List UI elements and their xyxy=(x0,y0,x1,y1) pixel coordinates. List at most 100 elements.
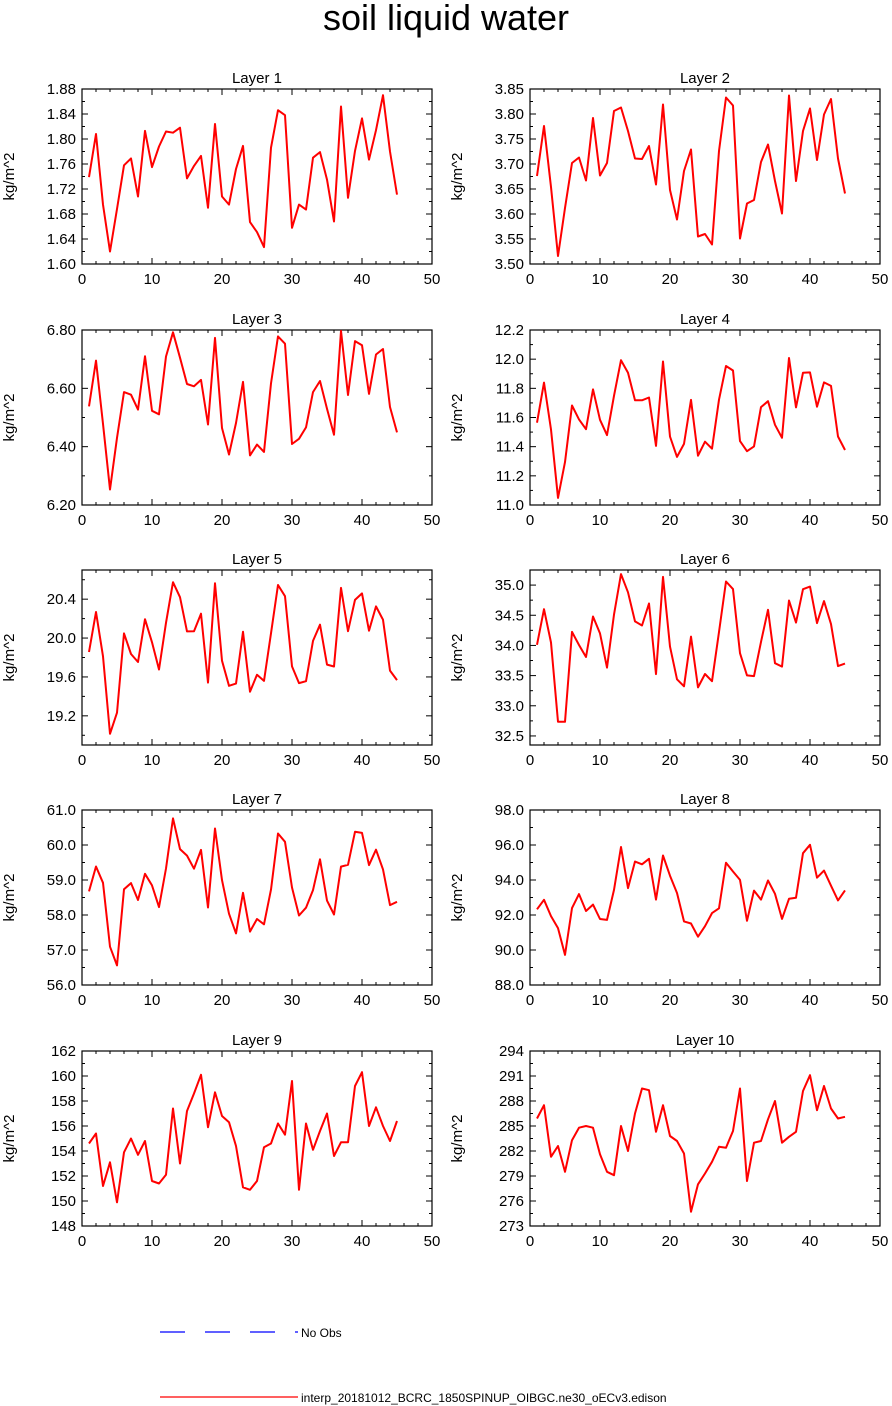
panel-title: Layer 5 xyxy=(232,551,282,568)
panel-title: Layer 3 xyxy=(232,311,282,328)
y-tick-label: 160 xyxy=(51,1068,76,1085)
x-tick-label: 50 xyxy=(424,512,441,529)
x-tick-label: 20 xyxy=(662,1233,679,1250)
y-tick-label: 19.2 xyxy=(47,708,76,725)
x-tick-label: 30 xyxy=(284,752,301,769)
x-tick-label: 20 xyxy=(214,1233,231,1250)
x-tick-label: 0 xyxy=(78,271,86,288)
y-tick-label: 3.55 xyxy=(495,231,524,248)
x-tick-label: 0 xyxy=(526,752,534,769)
x-tick-label: 30 xyxy=(732,271,749,288)
x-tick-label: 50 xyxy=(872,752,889,769)
y-tick-label: 11.0 xyxy=(496,497,524,514)
x-tick-label: 30 xyxy=(284,992,301,1009)
y-tick-label: 294 xyxy=(499,1043,524,1060)
x-tick-label: 30 xyxy=(284,512,301,529)
y-tick-label: 1.60 xyxy=(47,256,76,273)
x-tick-label: 20 xyxy=(214,752,231,769)
x-tick-label: 10 xyxy=(592,752,609,769)
y-axis-label: kg/m^2 xyxy=(1,394,18,442)
y-tick-label: 288 xyxy=(499,1093,524,1110)
y-tick-label: 276 xyxy=(499,1193,524,1210)
panel-layer-2: Layer 2 kg/m^2 0 10 20 30 40 50 3.50 3.55 3.60 3.65… xyxy=(449,70,888,288)
x-tick-label: 20 xyxy=(662,992,679,1009)
panel-frame xyxy=(529,88,881,265)
y-tick-label: 3.70 xyxy=(495,156,524,173)
x-tick-label: 10 xyxy=(592,271,609,288)
y-tick-label: 6.60 xyxy=(47,380,76,397)
x-tick-label: 20 xyxy=(662,752,679,769)
y-tick-label: 88.0 xyxy=(495,977,524,994)
y-tick-label: 282 xyxy=(499,1143,524,1160)
x-tick-label: 20 xyxy=(662,512,679,529)
x-tick-label: 50 xyxy=(424,1233,441,1250)
x-tick-label: 50 xyxy=(872,271,889,288)
data-line xyxy=(88,329,398,491)
data-line xyxy=(536,1074,846,1213)
x-tick-label: 0 xyxy=(78,992,86,1009)
panel-frame xyxy=(81,1050,433,1227)
y-tick-label: 1.64 xyxy=(47,231,76,248)
x-tick-label: 10 xyxy=(592,1233,609,1250)
panel-layer-7: Layer 7 kg/m^2 0 10 20 30 40 50 56.0 57.0 58.0 59.0… xyxy=(1,791,440,1009)
y-tick-label: 58.0 xyxy=(47,907,76,924)
y-tick-label: 1.72 xyxy=(47,181,76,198)
y-axis-label: kg/m^2 xyxy=(1,634,18,682)
panel-frame xyxy=(529,1050,881,1227)
x-tick-label: 10 xyxy=(592,992,609,1009)
panel-layer-9: Layer 9 kg/m^2 0 10 20 30 40 50 148 150 152 154 156 1… xyxy=(1,1032,440,1250)
y-tick-label: 6.40 xyxy=(47,439,76,456)
figure-title: soil liquid water xyxy=(323,0,569,38)
panel-frame xyxy=(529,329,881,506)
panel-title: Layer 6 xyxy=(680,551,730,568)
y-tick-label: 35.0 xyxy=(495,577,524,594)
panel-title: Layer 10 xyxy=(676,1032,734,1049)
y-tick-label: 92.0 xyxy=(495,907,524,924)
data-line xyxy=(536,94,846,257)
y-tick-label: 285 xyxy=(499,1118,524,1135)
x-tick-label: 0 xyxy=(526,992,534,1009)
y-axis-label: kg/m^2 xyxy=(449,153,466,201)
x-tick-label: 0 xyxy=(526,1233,534,1250)
x-tick-label: 10 xyxy=(144,992,161,1009)
panel-title: Layer 4 xyxy=(680,311,730,328)
x-tick-label: 40 xyxy=(354,752,371,769)
y-tick-label: 1.84 xyxy=(47,106,76,123)
legend: No Obs interp_20181012_BCRC_1850SPINUP_O… xyxy=(160,1326,667,1405)
x-tick-label: 40 xyxy=(354,992,371,1009)
panel-layer-10: Layer 10 kg/m^2 0 10 20 30 40 50 273 276 279 282 285… xyxy=(449,1032,888,1250)
y-tick-label: 3.50 xyxy=(495,256,524,273)
x-tick-label: 40 xyxy=(802,271,819,288)
x-tick-label: 30 xyxy=(284,1233,301,1250)
y-tick-label: 11.6 xyxy=(496,410,524,427)
panel-frame xyxy=(529,809,881,986)
y-tick-label: 61.0 xyxy=(47,802,76,819)
y-tick-label: 32.5 xyxy=(495,728,524,745)
x-tick-label: 30 xyxy=(732,752,749,769)
y-tick-label: 59.0 xyxy=(47,872,76,889)
y-tick-label: 60.0 xyxy=(47,837,76,854)
y-tick-label: 162 xyxy=(51,1043,76,1060)
y-tick-label: 90.0 xyxy=(495,942,524,959)
x-tick-label: 0 xyxy=(78,752,86,769)
x-tick-label: 40 xyxy=(354,271,371,288)
data-line xyxy=(88,94,398,253)
y-tick-label: 3.75 xyxy=(495,131,524,148)
y-tick-label: 20.0 xyxy=(47,630,76,647)
x-tick-label: 50 xyxy=(424,752,441,769)
y-axis-label: kg/m^2 xyxy=(449,394,466,442)
x-tick-label: 40 xyxy=(354,1233,371,1250)
y-tick-label: 33.5 xyxy=(495,668,524,685)
y-tick-label: 20.4 xyxy=(47,591,76,608)
panel-frame xyxy=(81,329,433,506)
y-tick-label: 94.0 xyxy=(495,872,524,889)
x-tick-label: 10 xyxy=(144,1233,161,1250)
panel-title: Layer 2 xyxy=(680,70,730,87)
x-tick-label: 50 xyxy=(872,992,889,1009)
x-tick-label: 10 xyxy=(144,752,161,769)
panels: Layer 1 kg/m^2 0 10 20 30 40 50 1.60 1.64 1.68 1.72… xyxy=(1,70,888,1250)
y-tick-label: 12.2 xyxy=(495,322,524,339)
y-axis-label: kg/m^2 xyxy=(449,1115,466,1163)
panel-frame xyxy=(81,809,433,986)
